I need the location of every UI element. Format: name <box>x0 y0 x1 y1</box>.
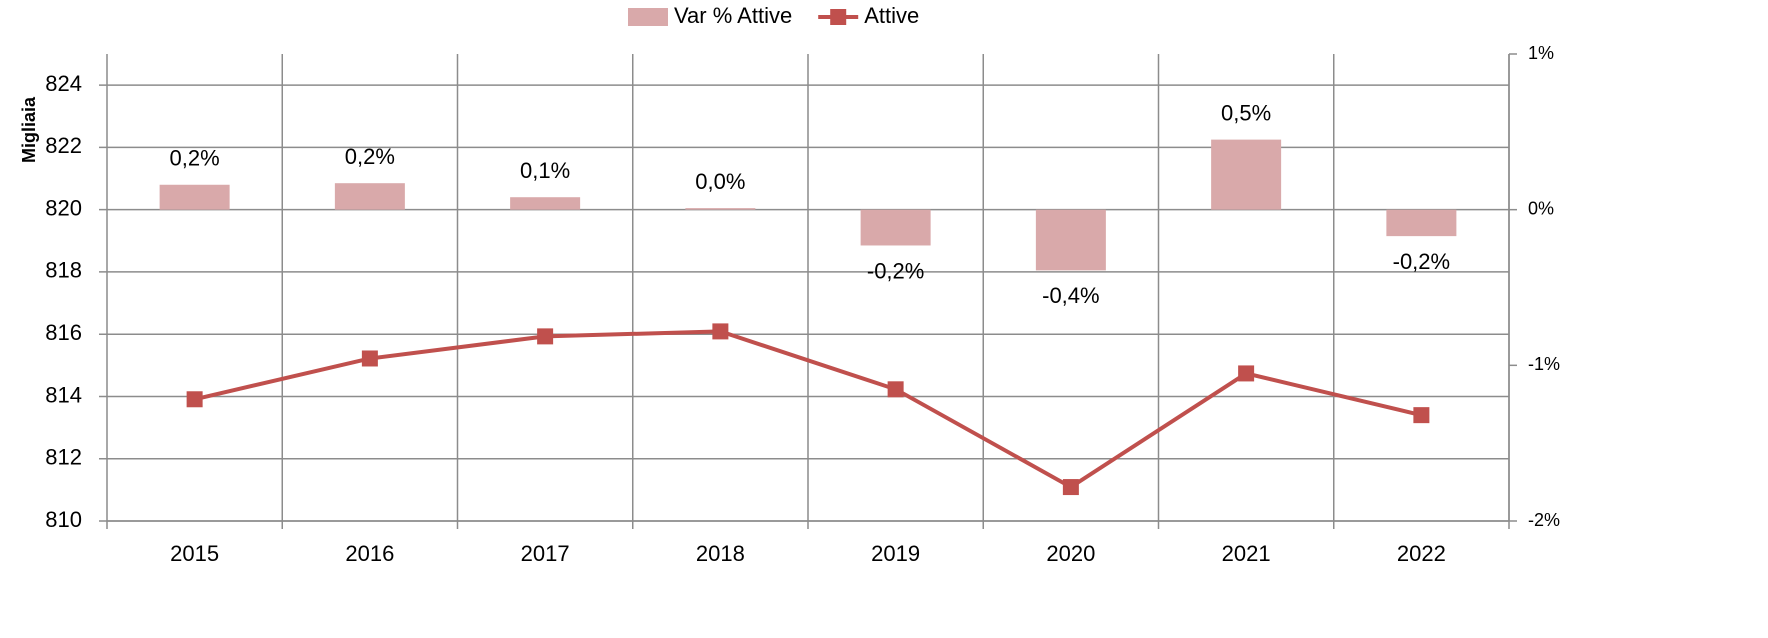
data-label: -0,4% <box>1042 283 1099 308</box>
x-tick-label: 2017 <box>521 541 570 566</box>
x-tick-label: 2016 <box>345 541 394 566</box>
y-tick-label: 814 <box>45 382 82 407</box>
bar <box>1211 139 1282 210</box>
data-label: 0,2% <box>170 146 220 171</box>
marker <box>1238 365 1255 382</box>
bar <box>860 209 931 246</box>
y-tick-label: 816 <box>45 320 82 345</box>
x-tick-label: 2015 <box>170 541 219 566</box>
y-axis-label: Migliaia <box>19 96 39 163</box>
y-tick-label: 812 <box>45 445 82 470</box>
legend-label: Attive <box>864 3 919 28</box>
marker <box>361 350 378 367</box>
x-tick-label: 2018 <box>696 541 745 566</box>
y-tick-label: 820 <box>45 195 82 220</box>
marker <box>712 323 729 340</box>
y-tick-label: 810 <box>45 507 82 532</box>
y-tick-label: 824 <box>45 71 82 96</box>
data-label: 0,0% <box>695 169 745 194</box>
marker <box>537 328 554 345</box>
y2-tick-label: 0% <box>1528 198 1554 218</box>
data-label: 0,1% <box>520 158 570 183</box>
y2-tick-label: -2% <box>1528 510 1560 530</box>
x-tick-label: 2020 <box>1046 541 1095 566</box>
data-label: 0,2% <box>345 144 395 169</box>
data-label: -0,2% <box>867 258 924 283</box>
marker <box>186 391 203 408</box>
y-tick-label: 822 <box>45 133 82 158</box>
data-label: 0,5% <box>1221 100 1271 125</box>
legend-label: Var % Attive <box>674 3 792 28</box>
data-label: -0,2% <box>1393 249 1450 274</box>
y2-tick-label: 1% <box>1528 43 1554 63</box>
bar <box>159 184 230 210</box>
x-tick-label: 2021 <box>1222 541 1271 566</box>
y2-tick-label: -1% <box>1528 354 1560 374</box>
marker <box>1062 479 1079 496</box>
legend-marker <box>830 9 847 25</box>
bar <box>1386 209 1457 237</box>
marker <box>1413 407 1430 424</box>
bar <box>685 208 756 210</box>
bar <box>1035 209 1106 271</box>
y-tick-label: 818 <box>45 258 82 283</box>
x-tick-label: 2022 <box>1397 541 1446 566</box>
marker <box>887 381 904 398</box>
x-tick-label: 2019 <box>871 541 920 566</box>
legend-swatch <box>628 8 668 26</box>
bar <box>334 183 405 210</box>
line <box>194 329 1422 490</box>
bar <box>510 197 581 210</box>
